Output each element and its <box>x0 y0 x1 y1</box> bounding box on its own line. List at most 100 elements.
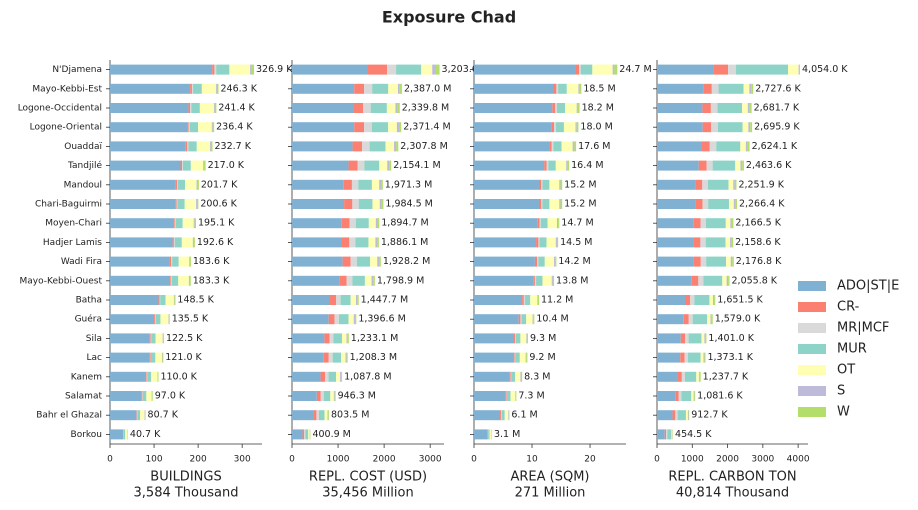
total-label: 1,233.1 M <box>351 333 398 344</box>
bar-segment <box>523 295 526 305</box>
bar-segment <box>190 160 204 171</box>
bar-segment <box>334 391 336 401</box>
bar-segment <box>185 179 197 190</box>
x-tick-label: 0 <box>471 455 477 465</box>
bar-segment <box>556 237 559 248</box>
total-label: 946.3 M <box>338 391 376 402</box>
bar-segment <box>214 64 217 75</box>
bar-segment <box>743 83 750 94</box>
bar-segment <box>395 103 398 113</box>
bar-segment <box>338 314 349 325</box>
bar-segment <box>474 391 506 401</box>
legend-swatch <box>798 386 826 396</box>
bar-segment <box>515 333 516 344</box>
bar-segment <box>681 371 685 382</box>
legend-label: S <box>837 384 845 399</box>
total-label: 2,371.4 M <box>403 122 450 133</box>
bar-segment <box>731 237 734 248</box>
legend-swatch <box>798 323 826 333</box>
bar-segment <box>110 218 174 229</box>
bar-segment <box>169 275 171 286</box>
bar-segment <box>341 352 346 363</box>
total-label: 803.5 M <box>331 410 369 421</box>
bar-segment <box>657 64 714 75</box>
bar-segment <box>474 141 550 152</box>
bar-segment <box>334 314 339 325</box>
bar-segment <box>474 218 538 229</box>
bar-segment <box>357 295 359 305</box>
x-tick-label: 1000 <box>681 455 704 465</box>
y-tick-label: N'Djamena <box>52 65 102 75</box>
bar-segment <box>539 237 547 248</box>
bar-segment <box>151 371 158 382</box>
bar-segment <box>157 371 159 382</box>
x-tick-label: 300 <box>234 455 251 465</box>
bar-segment <box>250 64 252 75</box>
bar-segment <box>320 371 326 382</box>
total-label: 9.2 M <box>529 352 555 363</box>
bar-segment <box>698 371 700 382</box>
total-label: 1,984.5 M <box>385 199 432 210</box>
bar-segment <box>188 103 191 113</box>
bar-segment <box>657 371 678 382</box>
bar-segment <box>110 83 191 94</box>
bar-segment <box>700 256 707 267</box>
x-axis-label: REPL. CARBON TON <box>668 470 796 485</box>
bar-segment <box>187 141 189 152</box>
bar-segment <box>229 64 251 75</box>
x-tick-label: 2000 <box>716 455 739 465</box>
total-label: 1,894.7 M <box>381 218 428 229</box>
bar-segment <box>520 333 527 344</box>
bar-segment <box>292 218 342 229</box>
bar-segment <box>355 314 357 325</box>
bar-segment <box>330 295 336 305</box>
bar-segment <box>397 83 400 94</box>
bar-segment <box>515 371 521 382</box>
bar-segment <box>559 199 561 209</box>
bar-segment <box>704 352 706 363</box>
bar-segment <box>336 371 341 382</box>
bar-segment <box>170 275 172 286</box>
bar-segment <box>542 275 552 286</box>
bar-segment <box>537 256 539 267</box>
y-tick-label: Wadi Fira <box>61 257 102 267</box>
bar-segment <box>683 314 689 325</box>
bar-segment <box>657 333 681 344</box>
bar-segment <box>694 391 696 401</box>
bar-segment <box>726 256 731 267</box>
bar-segment <box>173 237 175 248</box>
total-label: 201.7 K <box>201 179 238 190</box>
bar-segment <box>712 295 715 305</box>
x-axis-note: 40,814 Thousand <box>676 486 789 501</box>
bar-segment <box>541 179 543 190</box>
bar-segment <box>688 314 693 325</box>
bar-segment <box>677 410 686 421</box>
bar-segment <box>389 160 392 171</box>
total-label: 1,396.6 M <box>358 314 405 325</box>
bar-segment <box>292 333 325 344</box>
y-tick-label: Sila <box>86 334 102 344</box>
bar-segment <box>399 83 402 94</box>
bar-segment <box>711 314 713 325</box>
bar-segment <box>292 352 324 363</box>
bar-segment <box>750 122 753 133</box>
bar-segment <box>316 391 321 401</box>
total-label: 18.5 M <box>583 83 615 94</box>
bar-segment <box>537 295 539 305</box>
bar-segment <box>185 141 188 152</box>
bar-segment <box>749 103 752 113</box>
bar-segment <box>211 122 213 133</box>
bar-segment <box>501 410 505 421</box>
total-label: 2,158.6 K <box>735 237 781 248</box>
bar-segment <box>292 371 321 382</box>
bar-segment <box>149 352 151 363</box>
total-label: 195.1 K <box>198 218 235 229</box>
bar-segment <box>474 410 501 421</box>
bar-segment <box>147 371 152 382</box>
bar-segment <box>432 64 436 75</box>
bar-segment <box>711 122 718 133</box>
bar-segment <box>194 218 196 229</box>
total-label: 2,176.8 K <box>736 256 782 267</box>
total-label: 1,928.2 M <box>383 256 430 267</box>
bar-segment <box>554 256 556 267</box>
